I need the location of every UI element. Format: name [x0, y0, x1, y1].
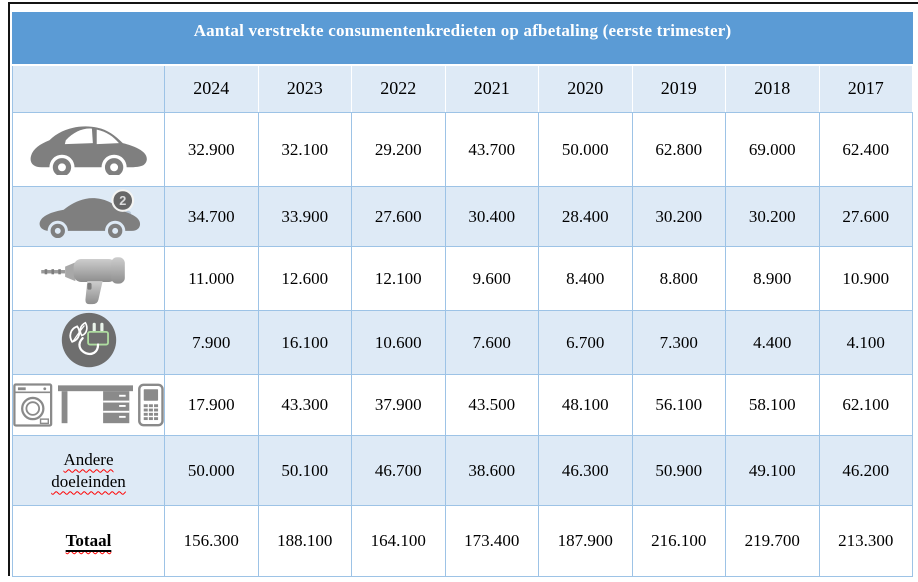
value-cell: 43.700	[444, 112, 539, 187]
value-cell: 7.900	[164, 310, 259, 375]
year-header: 2023	[257, 64, 352, 113]
value-cell: 164.100	[351, 505, 446, 577]
year-header: 2021	[444, 64, 539, 113]
value-cell: 30.400	[444, 186, 539, 247]
year-header: 2019	[631, 64, 726, 113]
value-cell: 17.900	[164, 374, 259, 436]
value-cell: 12.100	[351, 246, 446, 311]
total-label: Totaal	[65, 531, 112, 550]
value-cell: 48.100	[538, 374, 633, 436]
table-row-other-purposes: Andere doeleinden 50.000 50.100 46.700 3…	[12, 435, 914, 506]
row-header-cell	[12, 374, 165, 436]
value-cell: 4.100	[818, 310, 914, 375]
year-header-row: 2024 2023 2022 2021 2020 2019 2018 2017	[12, 64, 914, 113]
value-cell: 37.900	[351, 374, 446, 436]
value-cell: 62.400	[818, 112, 914, 187]
value-cell: 9.600	[444, 246, 539, 311]
value-cell: 29.200	[351, 112, 446, 187]
value-cell: 32.900	[164, 112, 259, 187]
secondhand-car-icon: 2	[39, 189, 140, 240]
table-row-new-car: 32.900 32.100 29.200 43.700 50.000 62.80…	[12, 112, 914, 187]
value-cell: 62.800	[631, 112, 726, 187]
row-header-cell	[12, 246, 165, 311]
value-cell: 4.400	[725, 310, 820, 375]
value-cell: 156.300	[164, 505, 259, 577]
value-cell: 56.100	[631, 374, 726, 436]
value-cell: 46.200	[818, 435, 914, 506]
data-table: Aantal verstrekte consumentenkredieten o…	[11, 12, 914, 577]
value-cell: 27.600	[351, 186, 446, 247]
value-cell: 16.100	[257, 310, 352, 375]
value-cell: 50.000	[164, 435, 259, 506]
year-header: 2018	[725, 64, 820, 113]
green-energy-plug-icon	[61, 312, 116, 368]
value-cell: 12.600	[257, 246, 352, 311]
year-header: 2024	[164, 64, 259, 113]
value-cell: 43.300	[257, 374, 352, 436]
row-header-cell	[12, 112, 165, 187]
corner-cell	[12, 64, 165, 113]
value-cell: 188.100	[257, 505, 352, 577]
value-cell: 38.600	[444, 435, 539, 506]
table-row-total: Totaal 156.300 188.100 164.100 173.400 1…	[12, 505, 914, 577]
value-cell: 27.600	[818, 186, 914, 247]
desk-icon	[57, 385, 134, 424]
year-header: 2022	[351, 64, 446, 113]
table-row: Aantal verstrekte consumentenkredieten o…	[11, 12, 914, 66]
row-header-cell: Andere doeleinden	[12, 435, 165, 506]
value-cell: 43.500	[444, 374, 539, 436]
mobile-phone-icon	[138, 383, 164, 427]
value-cell: 62.100	[818, 374, 914, 436]
washing-machine-icon	[13, 383, 53, 427]
value-cell: 28.400	[538, 186, 633, 247]
value-cell: 34.700	[164, 186, 259, 247]
value-cell: 32.100	[257, 112, 352, 187]
row-header-cell: Totaal	[12, 505, 165, 577]
value-cell: 187.900	[538, 505, 633, 577]
credit-table-container: Aantal verstrekte consumentenkredieten o…	[11, 12, 914, 577]
table-row-appliances: 17.900 43.300 37.900 43.500 48.100 56.10…	[12, 374, 914, 436]
row-header-cell: 2	[12, 186, 165, 247]
badge-number: 2	[119, 194, 126, 208]
value-cell: 46.700	[351, 435, 446, 506]
row-header-cell	[12, 310, 165, 375]
value-cell: 8.400	[538, 246, 633, 311]
value-cell: 8.900	[725, 246, 820, 311]
value-cell: 50.100	[257, 435, 352, 506]
year-header: 2020	[538, 64, 633, 113]
value-cell: 213.300	[818, 505, 914, 577]
value-cell: 30.200	[725, 186, 820, 247]
value-cell: 216.100	[631, 505, 726, 577]
row-label: Andere doeleinden	[51, 449, 126, 491]
value-cell: 7.600	[444, 310, 539, 375]
table-row-green-energy: 7.900 16.100 10.600 7.600 6.700 7.300 4.…	[12, 310, 914, 375]
value-cell: 30.200	[631, 186, 726, 247]
page-frame: Aantal verstrekte consumentenkredieten o…	[8, 2, 918, 577]
value-cell: 8.800	[631, 246, 726, 311]
table-row-renovation: 11.000 12.600 12.100 9.600 8.400 8.800 8…	[12, 246, 914, 311]
value-cell: 11.000	[164, 246, 259, 311]
value-cell: 219.700	[725, 505, 820, 577]
value-cell: 10.600	[351, 310, 446, 375]
value-cell: 69.000	[725, 112, 820, 187]
value-cell: 10.900	[818, 246, 914, 311]
value-cell: 7.300	[631, 310, 726, 375]
value-cell: 33.900	[257, 186, 352, 247]
value-cell: 6.700	[538, 310, 633, 375]
value-cell: 50.900	[631, 435, 726, 506]
value-cell: 49.100	[725, 435, 820, 506]
drill-icon	[40, 257, 125, 305]
table-title: Aantal verstrekte consumentenkredieten o…	[11, 12, 914, 66]
value-cell: 173.400	[444, 505, 539, 577]
year-header: 2017	[818, 64, 914, 113]
new-car-icon	[30, 126, 147, 179]
value-cell: 50.000	[538, 112, 633, 187]
table-row-secondhand-car: 2 34.700 33.900 27.600 30.400 28.400 30.…	[12, 186, 914, 247]
value-cell: 46.300	[538, 435, 633, 506]
value-cell: 58.100	[725, 374, 820, 436]
